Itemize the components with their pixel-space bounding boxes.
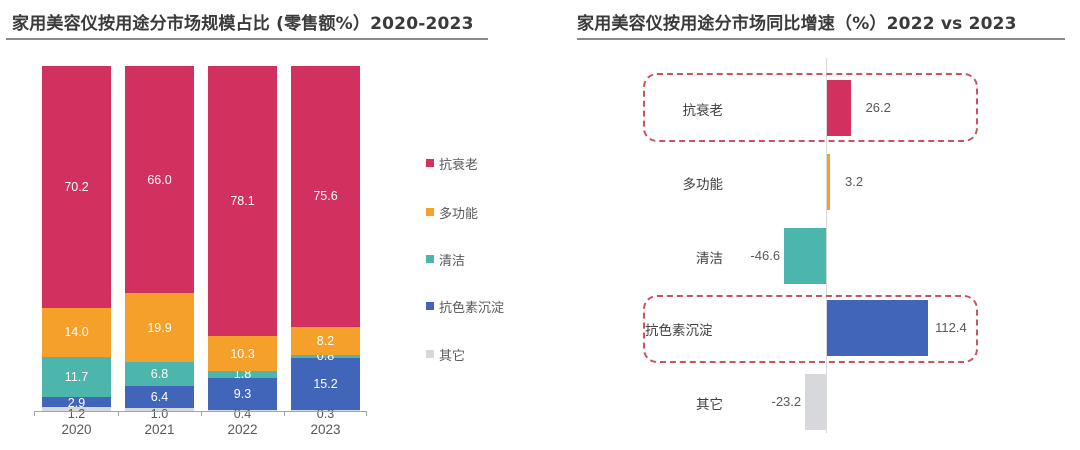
segment-multi-function — [42, 308, 111, 357]
stacked-bar-2021: 6.4 6.8 19.9 66.0 — [125, 66, 194, 411]
other-value-label: 0.3 — [316, 407, 335, 421]
segment-anti-aging — [208, 66, 277, 336]
hbar-value-label: 3.2 — [845, 174, 864, 189]
hbar-value-label: -23.2 — [771, 394, 802, 409]
segment-value-label: 9.3 — [233, 386, 252, 401]
category-label-other: 其它 — [696, 397, 723, 413]
segment-cleansing — [125, 362, 194, 386]
hbar-value-label: 112.4 — [935, 320, 967, 335]
segment-value-label: 11.7 — [64, 369, 89, 384]
segment-other — [291, 409, 360, 411]
legend-swatch-icon — [426, 350, 434, 358]
segment-cleansing — [291, 354, 360, 358]
legend-swatch-icon — [426, 159, 434, 167]
segment-value-label: 10.3 — [230, 346, 255, 361]
hbar-other — [805, 374, 826, 430]
legend-label: 清洁 — [439, 253, 466, 269]
hbar-anti-aging — [827, 80, 851, 136]
segment-anti-aging — [42, 66, 111, 309]
legend-item-other: 其它 — [426, 346, 466, 364]
segment-value-label: 70.2 — [64, 180, 89, 195]
legend-label: 抗色素沉淀 — [439, 300, 505, 316]
segment-anti-pigment — [125, 385, 194, 408]
segment-anti-pigment — [291, 357, 360, 410]
segment-value-label: 14.0 — [64, 325, 89, 340]
x-axis-tick — [34, 411, 35, 416]
hbar-value-label: -46.6 — [750, 248, 781, 263]
hbar-anti-pigment — [827, 300, 929, 356]
x-axis-line — [34, 411, 366, 412]
segment-multi-function — [208, 335, 277, 372]
segment-value-label: 6.4 — [150, 389, 169, 404]
legend-item-anti-aging: 抗衰老 — [426, 155, 479, 173]
x-axis-tick — [284, 411, 285, 416]
segment-multi-function — [125, 293, 194, 363]
x-axis-tick — [366, 411, 367, 416]
segment-cleansing — [208, 371, 277, 378]
segment-value-label: 75.6 — [313, 189, 338, 204]
segment-other — [42, 406, 111, 411]
highlight-box-anti-pigment — [643, 295, 978, 363]
segment-anti-aging — [125, 66, 194, 294]
x-axis-label-2023: 2023 — [310, 422, 341, 437]
hbar-cleansing — [784, 228, 826, 284]
right-chart-title: 家用美容仪按用途分市场同比增速（%）2022 vs 2023 — [577, 14, 1017, 34]
segment-cleansing — [42, 356, 111, 397]
other-value-label: 1.2 — [67, 407, 86, 421]
segment-value-label: 2.9 — [67, 395, 86, 410]
legend-swatch-icon — [426, 302, 434, 310]
legend-label: 抗衰老 — [439, 157, 479, 173]
x-axis-tick — [201, 411, 202, 416]
legend-item-multi-function: 多功能 — [426, 204, 479, 222]
x-axis-label-2020: 2020 — [61, 422, 92, 437]
segment-multi-function — [291, 326, 360, 355]
stacked-bar-2023: 15.2 0.8 8.2 75.6 — [291, 66, 360, 411]
x-axis-tick — [118, 411, 119, 416]
category-label-anti-pigment: 抗色素沉淀 — [645, 323, 713, 339]
legend-label: 多功能 — [439, 206, 479, 222]
category-label-cleansing: 清洁 — [696, 251, 723, 267]
zero-axis-line — [826, 58, 827, 433]
category-label-multi-function: 多功能 — [682, 177, 724, 193]
left-title-rule — [6, 38, 488, 40]
legend-label: 其它 — [439, 348, 466, 364]
x-axis-label-2021: 2021 — [144, 422, 175, 437]
highlight-box-anti-aging — [643, 73, 978, 142]
segment-anti-aging — [291, 66, 360, 327]
category-label-anti-aging: 抗衰老 — [682, 103, 724, 119]
segment-value-label: 78.1 — [230, 193, 255, 208]
right-title-rule — [577, 38, 1065, 40]
segment-other — [208, 409, 277, 411]
stacked-bar-2020: 2.9 11.7 14.0 70.2 — [42, 66, 111, 411]
legend-swatch-icon — [426, 208, 434, 216]
segment-value-label: 6.8 — [150, 366, 169, 381]
legend-swatch-icon — [426, 255, 434, 263]
segment-value-label: 15.2 — [313, 376, 338, 391]
left-chart-title: 家用美容仪按用途分市场规模占比 (零售额%）2020-2023 — [12, 14, 474, 34]
other-value-label: 1.0 — [150, 407, 169, 421]
segment-other — [125, 407, 194, 411]
segment-value-label: 19.9 — [147, 320, 172, 335]
hbar-multi-function — [827, 154, 830, 210]
x-axis-label-2022: 2022 — [227, 422, 258, 437]
segment-anti-pigment — [208, 377, 277, 410]
other-value-label: 0.4 — [233, 407, 252, 421]
legend-item-cleansing: 清洁 — [426, 251, 466, 269]
hbar-value-label: 26.2 — [865, 100, 891, 115]
segment-anti-pigment — [42, 396, 111, 407]
legend-item-anti-pigment: 抗色素沉淀 — [426, 298, 505, 316]
stacked-bar-2022: 9.3 1.8 10.3 78.1 — [208, 66, 277, 411]
segment-value-label: 8.2 — [316, 333, 335, 348]
segment-value-label: 66.0 — [147, 172, 172, 187]
